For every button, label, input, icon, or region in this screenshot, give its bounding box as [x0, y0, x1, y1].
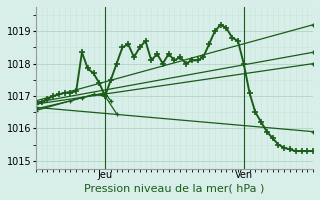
X-axis label: Pression niveau de la mer( hPa ): Pression niveau de la mer( hPa ) [84, 183, 265, 193]
